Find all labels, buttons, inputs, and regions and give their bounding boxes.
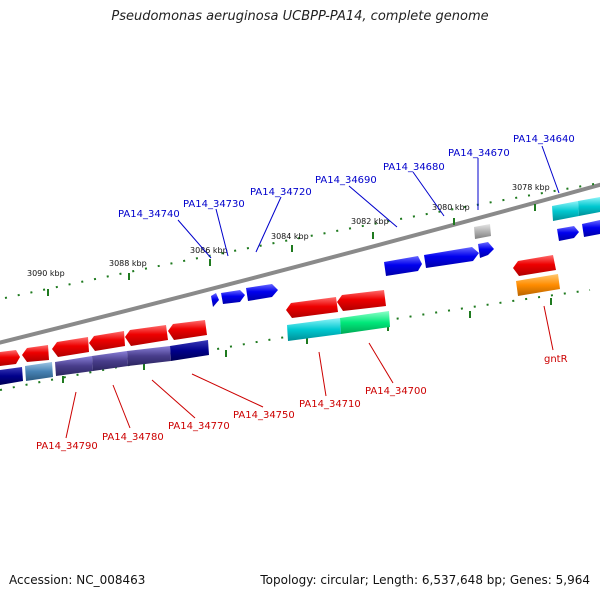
gene-label[interactable]: PA14_34720 <box>250 187 312 198</box>
gene-arrow[interactable] <box>557 226 579 241</box>
gene-arrow[interactable] <box>337 290 386 311</box>
gene-arrow[interactable] <box>582 220 600 237</box>
scale-label: 3082 kbp <box>351 217 389 226</box>
gene-box[interactable] <box>340 311 390 334</box>
scale-label: 3086 kbp <box>190 246 228 255</box>
gene-arrow[interactable] <box>424 247 479 268</box>
gene-arrow[interactable] <box>89 331 125 351</box>
scale-label: 3078 kbp <box>512 183 550 192</box>
gene-box[interactable] <box>127 346 171 366</box>
reverse-strand-features <box>0 274 560 385</box>
genome-backbone <box>0 182 600 345</box>
gene-box[interactable] <box>287 318 341 341</box>
gene-arrow[interactable] <box>286 297 338 318</box>
gene-label[interactable]: gntR <box>544 354 568 365</box>
gene-box[interactable] <box>92 351 128 371</box>
gene-label[interactable]: PA14_34710 <box>299 399 361 410</box>
gene-label[interactable]: PA14_34700 <box>365 386 427 397</box>
gene-arrow[interactable] <box>52 337 89 357</box>
gene-arrow[interactable] <box>22 345 49 362</box>
upper-scale-track <box>4 182 600 299</box>
top-leader-lines <box>177 145 560 259</box>
gene-label[interactable]: PA14_34790 <box>36 441 98 452</box>
scale-label: 3080 kbp <box>432 203 470 212</box>
gene-arrow[interactable] <box>168 320 207 340</box>
gene-box[interactable] <box>25 362 53 381</box>
forward-strand-features <box>474 197 600 239</box>
reverse-strand-cds <box>0 255 556 366</box>
gene-arrow[interactable] <box>478 242 494 258</box>
gene-arrow[interactable] <box>513 255 556 276</box>
gene-label[interactable]: PA14_34780 <box>102 432 164 443</box>
gene-arrow[interactable] <box>246 284 278 301</box>
gene-label[interactable]: PA14_34770 <box>168 421 230 432</box>
gene-box[interactable] <box>474 224 491 239</box>
genome-title: Pseudomonas aeruginosa UCBPP-PA14, compl… <box>111 9 489 24</box>
gene-box[interactable] <box>516 274 560 296</box>
gene-arrow[interactable] <box>384 256 422 276</box>
gene-label[interactable]: PA14_34730 <box>183 199 245 210</box>
gene-label[interactable]: PA14_34640 <box>513 134 575 145</box>
gene-label[interactable]: PA14_34670 <box>448 148 510 159</box>
gene-box[interactable] <box>170 340 209 361</box>
gene-arrow[interactable] <box>221 290 245 304</box>
gene-box[interactable] <box>552 201 579 221</box>
genome-summary-text: Topology: circular; Length: 6,537,648 bp… <box>260 573 590 587</box>
gene-arrow[interactable] <box>125 325 168 346</box>
scale-label: 3090 kbp <box>27 269 65 278</box>
forward-strand-cds <box>211 220 600 307</box>
gene-label[interactable]: PA14_34680 <box>383 162 445 173</box>
gene-arrow[interactable] <box>211 293 219 307</box>
gene-box[interactable] <box>0 367 23 385</box>
gene-box[interactable] <box>578 197 600 216</box>
scale-label: 3084 kbp <box>271 232 309 241</box>
gene-box[interactable] <box>55 356 93 376</box>
gene-label[interactable]: PA14_34740 <box>118 209 180 220</box>
gene-label[interactable]: PA14_34750 <box>233 410 295 421</box>
bottom-leader-lines <box>65 305 554 439</box>
gene-arrow[interactable] <box>0 350 20 366</box>
scale-label: 3088 kbp <box>109 259 147 268</box>
accession-text: Accession: NC_008463 <box>9 573 146 587</box>
gene-label[interactable]: PA14_34690 <box>315 175 377 186</box>
